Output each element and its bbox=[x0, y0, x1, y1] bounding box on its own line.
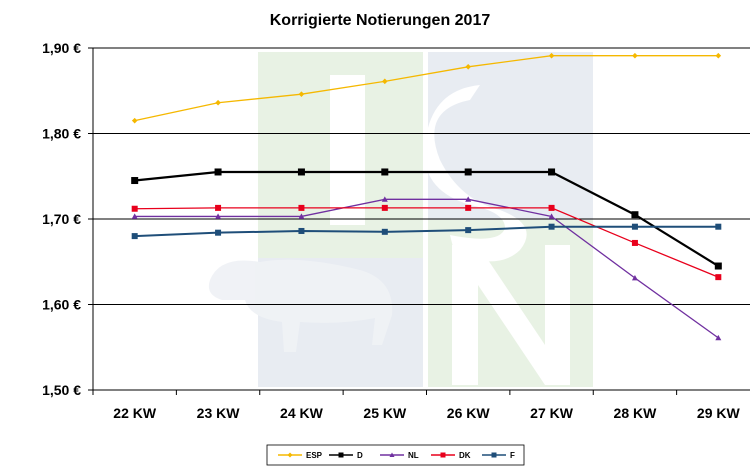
data-point bbox=[548, 52, 555, 59]
legend-label: D bbox=[357, 451, 363, 460]
legend-item-dk: DK bbox=[431, 451, 471, 460]
data-point bbox=[298, 227, 305, 234]
chart-title: Korrigierte Notierungen 2017 bbox=[270, 12, 491, 29]
data-point bbox=[214, 168, 222, 176]
data-point bbox=[465, 64, 471, 70]
data-point bbox=[382, 78, 388, 85]
data-point bbox=[131, 213, 138, 219]
data-point bbox=[631, 274, 638, 281]
legend-item-esp: ESP bbox=[278, 451, 323, 460]
y-tick-label: 1,60 € bbox=[42, 297, 81, 313]
data-point bbox=[215, 213, 222, 219]
legend-label: DK bbox=[459, 451, 471, 460]
data-point bbox=[381, 168, 389, 176]
data-point bbox=[381, 228, 388, 235]
data-point bbox=[131, 177, 139, 185]
y-tick-label: 1,80 € bbox=[42, 126, 81, 142]
series-dk bbox=[131, 204, 722, 281]
data-point bbox=[491, 452, 497, 458]
data-point bbox=[548, 204, 555, 211]
data-point bbox=[440, 452, 446, 458]
data-point bbox=[715, 334, 722, 341]
data-point bbox=[215, 99, 221, 106]
data-point bbox=[465, 196, 472, 202]
data-point bbox=[715, 274, 722, 281]
legend: ESP D NL DK F bbox=[266, 444, 525, 466]
data-point bbox=[465, 227, 472, 234]
legend-label: NL bbox=[408, 451, 419, 460]
data-point bbox=[548, 168, 556, 176]
y-axis-ticks: 1,90 € 1,80 € 1,70 € 1,60 € 1,50 € bbox=[42, 40, 93, 398]
series-line bbox=[134, 207, 719, 278]
series-line bbox=[134, 55, 719, 122]
x-tick-label: 28 KW bbox=[614, 405, 658, 421]
legend-item-d: D bbox=[329, 451, 363, 460]
series-esp bbox=[131, 52, 722, 124]
data-point bbox=[298, 213, 305, 219]
series-f bbox=[131, 223, 722, 240]
x-tick-label: 25 KW bbox=[363, 405, 407, 421]
data-point bbox=[298, 91, 305, 97]
data-point bbox=[548, 213, 555, 219]
legend-item-f: F bbox=[482, 451, 515, 460]
data-point bbox=[297, 168, 305, 176]
series-line bbox=[134, 225, 719, 238]
data-point bbox=[287, 452, 293, 458]
data-point bbox=[215, 229, 222, 236]
x-axis-ticks: 22 KW 23 KW 24 KW 25 KW 26 KW 27 KW 28 KW 29 KW bbox=[92, 390, 741, 421]
y-tick-label: 1,90 € bbox=[42, 40, 81, 56]
x-tick-label: 26 KW bbox=[447, 405, 491, 421]
series-d bbox=[131, 168, 722, 270]
data-point bbox=[714, 262, 722, 270]
data-point bbox=[131, 233, 138, 240]
legend-item-nl: NL bbox=[380, 451, 419, 460]
data-point bbox=[298, 204, 305, 211]
y-tick-label: 1,70 € bbox=[42, 211, 81, 227]
data-point bbox=[631, 211, 639, 219]
data-point bbox=[389, 452, 395, 457]
data-point bbox=[632, 52, 638, 59]
data-point bbox=[465, 204, 472, 211]
data-point bbox=[215, 204, 222, 211]
series-line bbox=[134, 198, 719, 339]
data-point bbox=[715, 223, 722, 230]
x-tick-label: 24 KW bbox=[280, 405, 324, 421]
data-point bbox=[131, 117, 138, 124]
legend-label: F bbox=[510, 451, 515, 460]
data-point bbox=[631, 239, 638, 246]
x-tick-label: 29 KW bbox=[697, 405, 741, 421]
x-tick-label: 27 KW bbox=[530, 405, 574, 421]
data-point bbox=[381, 204, 388, 211]
x-tick-label: 22 KW bbox=[113, 405, 157, 421]
data-point bbox=[631, 223, 638, 230]
x-tick-label: 23 KW bbox=[197, 405, 241, 421]
y-tick-label: 1,50 € bbox=[42, 382, 81, 398]
data-point bbox=[131, 205, 138, 212]
data-point bbox=[715, 52, 722, 59]
data-point bbox=[464, 168, 472, 176]
data-point bbox=[338, 452, 344, 458]
series-line bbox=[134, 170, 719, 267]
data-point bbox=[548, 223, 555, 230]
legend-label: ESP bbox=[306, 451, 323, 460]
data-point bbox=[381, 196, 388, 202]
series-nl bbox=[131, 196, 722, 341]
series-layer bbox=[131, 52, 722, 341]
